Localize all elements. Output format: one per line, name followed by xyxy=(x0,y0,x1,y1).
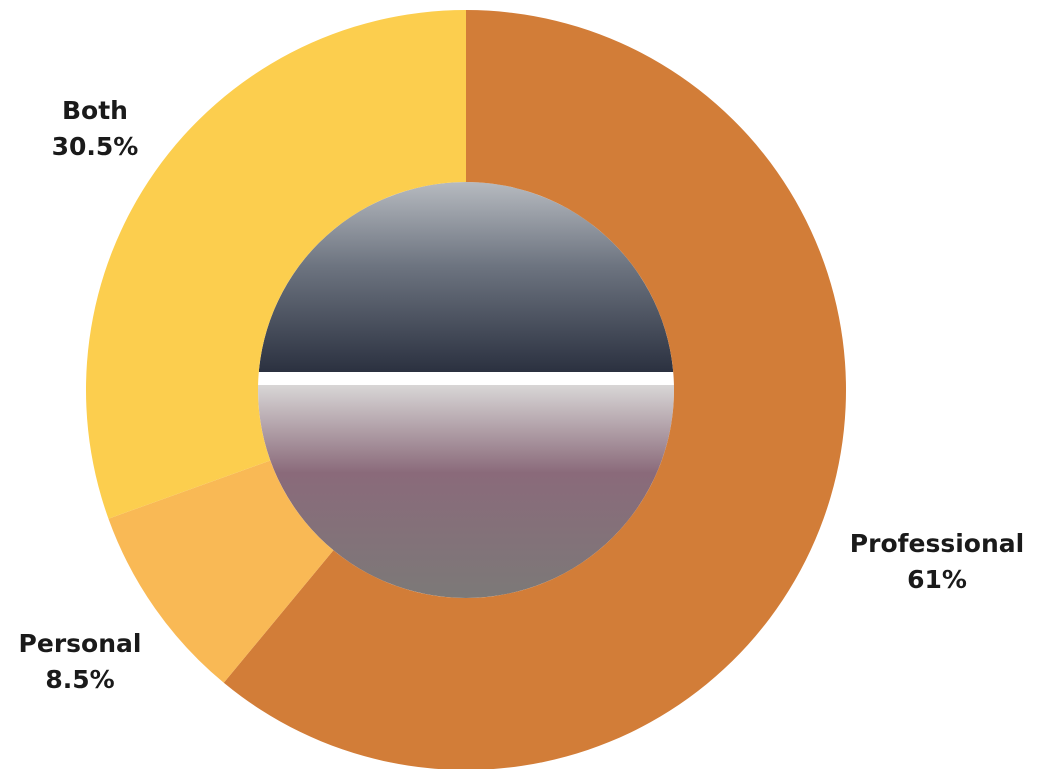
donut-slice xyxy=(223,10,846,769)
slice-label: Personal xyxy=(19,629,142,658)
slice-value-label: 61% xyxy=(907,565,967,594)
donut-slice xyxy=(108,460,334,683)
slice-value-label: 30.5% xyxy=(52,132,139,161)
slice-label: Both xyxy=(62,96,128,125)
photo-gap xyxy=(258,372,674,385)
donut-slice xyxy=(85,10,467,519)
slice-label: Professional xyxy=(850,529,1024,558)
slice-value-label: 8.5% xyxy=(45,665,114,694)
